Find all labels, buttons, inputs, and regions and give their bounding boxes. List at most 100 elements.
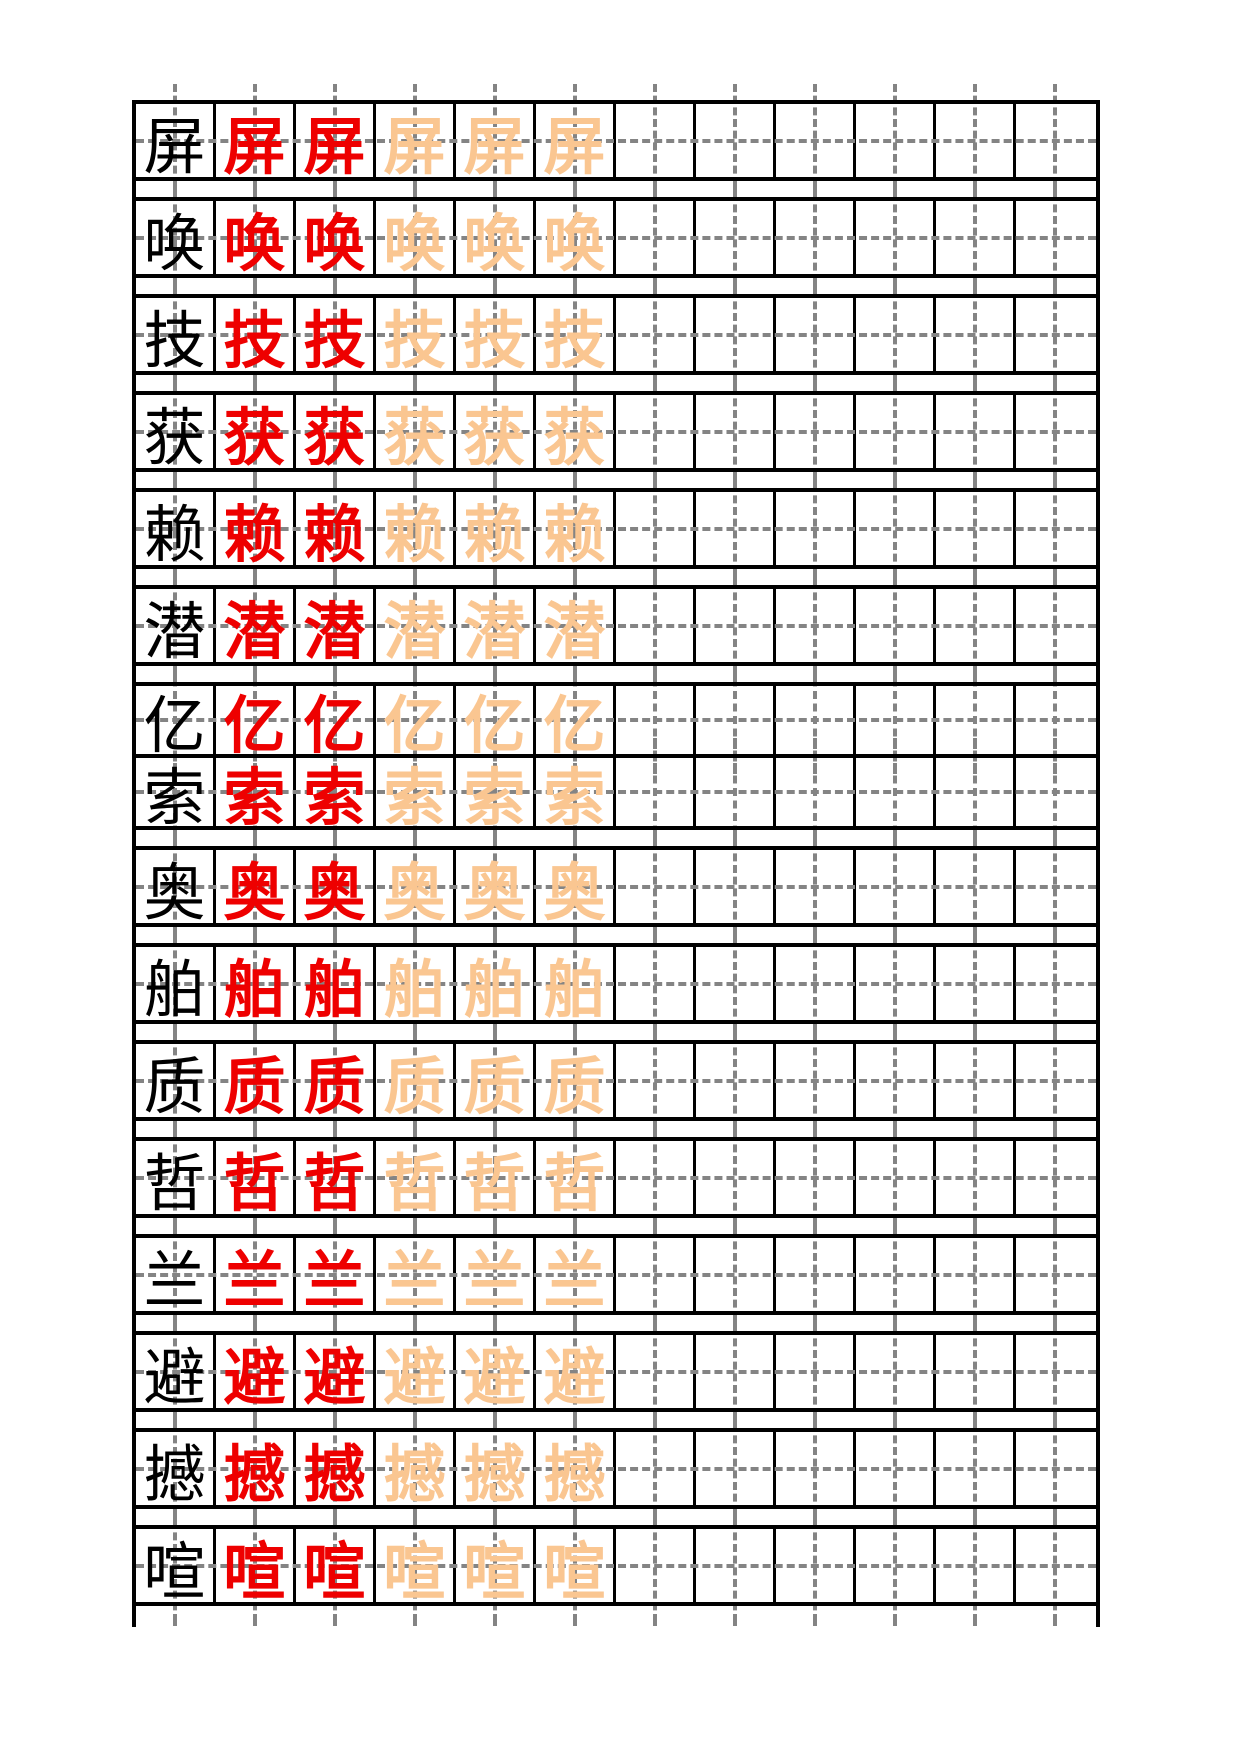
model-character: 奥 <box>143 855 206 929</box>
trace-character-cell: 奥 <box>536 830 616 943</box>
trace-character-cell: 奥 <box>456 830 536 943</box>
vertical-guide-dash <box>733 278 737 391</box>
vertical-guide-dash <box>253 278 257 391</box>
trace-character-cell: 唤 <box>376 181 456 294</box>
vertical-guide-dash <box>973 1218 977 1331</box>
vertical-guide-dash <box>573 927 577 1040</box>
vertical-guide-dash <box>493 375 497 488</box>
vertical-guide-dash <box>653 472 657 585</box>
trace-character-cell: 亿 <box>456 666 536 774</box>
vertical-guide-dash <box>813 1315 817 1428</box>
vertical-guide-dash <box>173 1121 177 1234</box>
row-spacer <box>136 472 1096 488</box>
stroke-character-cell: 潜 <box>216 569 296 682</box>
vertical-guide-dash <box>733 927 737 1040</box>
stroke-character-cell: 舶 <box>216 927 296 1040</box>
model-character-cell: 哲 <box>136 1121 216 1234</box>
empty-practice-cell <box>1016 1218 1096 1331</box>
vertical-guide-dash <box>973 1509 977 1622</box>
empty-practice-cell <box>1016 1509 1096 1622</box>
empty-practice-cell <box>776 1618 856 1627</box>
vertical-guide-dash <box>573 1315 577 1428</box>
vertical-guide-dash <box>573 472 577 585</box>
vertical-guide-dash <box>493 738 497 846</box>
vertical-guide-dash <box>973 1121 977 1234</box>
vertical-guide-dash <box>173 666 177 774</box>
stroke-character-cell: 奥 <box>296 830 376 943</box>
vertical-guide-dash <box>893 1121 897 1234</box>
row-spacer <box>136 1412 1096 1428</box>
vertical-guide-dash <box>493 181 497 294</box>
vertical-guide-dash <box>493 666 497 774</box>
horizontal-guide-dash <box>136 790 1096 794</box>
trace-character-cell: 获 <box>376 375 456 488</box>
vertical-guide-dash <box>653 1412 657 1525</box>
trace-character-cell: 质 <box>376 1024 456 1137</box>
vertical-guide-dash <box>813 666 817 774</box>
vertical-guide-dash <box>493 1618 497 1627</box>
trace-character: 索 <box>543 761 606 834</box>
vertical-guide-dash <box>493 1218 497 1331</box>
trace-character: 亿 <box>383 689 446 762</box>
trace-character-cell: 亿 <box>376 666 456 774</box>
vertical-guide-dash <box>573 1412 577 1525</box>
empty-practice-cell <box>1016 1315 1096 1428</box>
model-character-cell: 喧 <box>136 1509 216 1622</box>
vertical-guide-dash <box>253 569 257 682</box>
stroke-character-cell: 兰 <box>216 1218 296 1331</box>
vertical-guide-dash <box>573 666 577 774</box>
stroke-character-cell: 技 <box>216 278 296 391</box>
vertical-guide-dash <box>973 278 977 391</box>
trace-character: 技 <box>463 303 526 377</box>
model-character: 喧 <box>143 1534 206 1608</box>
trace-character: 潜 <box>463 594 526 668</box>
vertical-guide-dash <box>1053 1218 1057 1331</box>
model-character: 索 <box>143 761 206 834</box>
vertical-guide-dash <box>653 569 657 682</box>
empty-practice-cell <box>1016 830 1096 943</box>
vertical-guide-dash <box>173 375 177 488</box>
vertical-guide-dash <box>573 738 577 846</box>
trace-character: 亿 <box>463 689 526 762</box>
vertical-guide-dash <box>813 1618 817 1627</box>
red-example-character: 技 <box>223 303 286 377</box>
model-character: 舶 <box>143 952 206 1026</box>
vertical-guide-dash <box>413 1412 417 1525</box>
empty-practice-cell <box>616 1618 696 1627</box>
trace-character: 避 <box>543 1340 606 1414</box>
stroke-character-cell: 屏 <box>216 84 296 197</box>
practice-row: 亿亿亿亿亿亿 <box>132 666 1100 774</box>
vertical-guide-dash <box>893 84 897 197</box>
red-example-character: 质 <box>303 1049 366 1123</box>
trace-character: 奥 <box>463 855 526 929</box>
cell-row: 获获获获获获 <box>136 375 1096 488</box>
vertical-guide-dash <box>413 830 417 943</box>
vertical-guide-dash <box>733 1315 737 1428</box>
vertical-guide-dash <box>493 1412 497 1525</box>
row-spacer <box>136 927 1096 943</box>
vertical-guide-dash <box>253 666 257 774</box>
vertical-guide-dash <box>973 472 977 585</box>
vertical-guide-dash <box>493 927 497 1040</box>
empty-practice-cell <box>1016 1618 1096 1627</box>
vertical-guide-dash <box>813 84 817 197</box>
vertical-guide-dash <box>413 84 417 197</box>
stroke-character-cell: 获 <box>216 375 296 488</box>
vertical-guide-dash <box>413 1121 417 1234</box>
vertical-guide-dash <box>573 569 577 682</box>
trace-character-cell: 避 <box>536 1315 616 1428</box>
row-spacer <box>136 666 1096 682</box>
trace-character: 避 <box>383 1340 446 1414</box>
stroke-character-cell: 亿 <box>216 666 296 774</box>
model-character-cell: 索 <box>136 738 216 846</box>
empty-practice-cell <box>1016 84 1096 197</box>
stroke-character-cell: 哲 <box>296 1121 376 1234</box>
vertical-guide-dash <box>333 1412 337 1525</box>
vertical-guide-dash <box>733 375 737 488</box>
vertical-guide-dash <box>253 1618 257 1627</box>
horizontal-guide-dash <box>136 1272 1096 1277</box>
trace-character: 撼 <box>383 1437 446 1511</box>
vertical-guide-dash <box>253 181 257 294</box>
vertical-guide-dash <box>653 1315 657 1428</box>
model-character-cell: 亿 <box>136 666 216 774</box>
